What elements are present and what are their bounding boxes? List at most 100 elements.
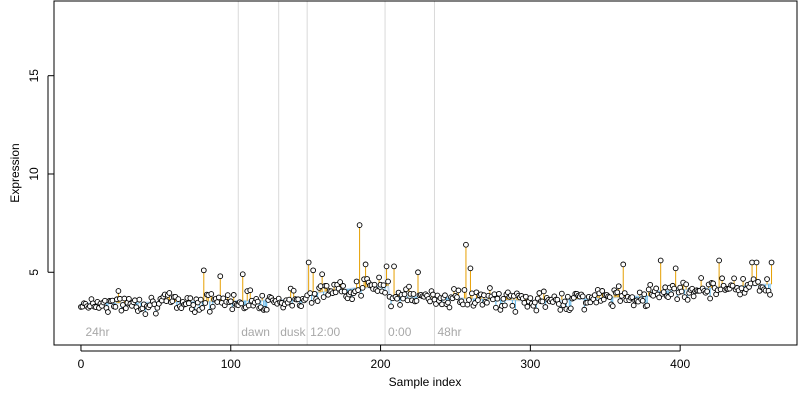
data-point	[385, 278, 391, 285]
annotation-label: dusk	[280, 325, 306, 339]
data-point	[690, 293, 697, 300]
data-point	[229, 306, 236, 313]
data-point	[466, 297, 472, 303]
data-point	[512, 309, 519, 315]
data-point	[484, 299, 490, 306]
data-point	[332, 289, 339, 296]
data-point	[163, 298, 170, 304]
data-point	[358, 292, 364, 299]
data-point	[295, 296, 302, 303]
data-point	[376, 274, 382, 281]
data-point	[247, 287, 254, 294]
data-point	[178, 305, 185, 311]
data-point	[668, 291, 675, 298]
data-point	[481, 292, 487, 299]
data-point	[190, 302, 197, 308]
data-point	[599, 288, 606, 294]
y-axis: 5 10 15	[27, 69, 54, 276]
data-point	[305, 259, 312, 266]
y-axis-label: Expression	[8, 143, 22, 202]
data-point	[380, 282, 387, 289]
data-point	[475, 297, 481, 303]
data-point	[286, 296, 293, 303]
data-point	[684, 296, 691, 303]
data-point	[371, 281, 378, 288]
data-point	[764, 276, 770, 282]
data-point	[469, 290, 475, 297]
data-point	[540, 288, 547, 295]
data-point	[555, 301, 562, 307]
data-point	[615, 283, 622, 290]
data-point	[442, 292, 448, 299]
data-point	[349, 296, 355, 303]
data-point	[153, 310, 159, 317]
data-point	[657, 257, 664, 264]
data-point	[391, 263, 397, 270]
y-tick-label: 15	[27, 69, 41, 83]
data-point	[606, 294, 613, 301]
data-point	[388, 303, 394, 310]
data-point	[105, 309, 111, 315]
data-point	[263, 306, 270, 313]
data-point	[413, 298, 420, 304]
data-point	[175, 296, 182, 302]
data-point	[187, 295, 194, 301]
data-point	[202, 300, 209, 306]
data-point	[115, 288, 122, 294]
data-point	[308, 300, 315, 306]
data-point	[446, 304, 453, 311]
data-point	[738, 285, 745, 292]
data-point	[704, 288, 710, 295]
data-point	[455, 287, 462, 294]
data-point	[142, 311, 149, 317]
y-tick-label: 5	[27, 269, 41, 276]
annotation-label: 24hr	[85, 325, 109, 339]
x-axis: 0 100 200 300 400	[78, 345, 690, 371]
data-point	[206, 308, 213, 315]
data-point	[683, 281, 689, 288]
data-point	[320, 294, 327, 300]
data-point	[644, 302, 651, 309]
data-point	[430, 291, 436, 298]
data-point	[359, 284, 366, 291]
data-point	[199, 305, 206, 311]
data-point	[768, 259, 775, 266]
data-point	[500, 295, 507, 302]
data-point	[674, 296, 681, 303]
data-point	[461, 287, 468, 293]
data-point	[660, 289, 667, 295]
data-point	[509, 302, 516, 309]
x-axis-label: Sample index	[389, 375, 462, 389]
data-point	[200, 267, 207, 274]
data-point	[533, 307, 540, 314]
data-point	[406, 283, 412, 290]
data-point	[753, 259, 760, 266]
data-point	[539, 298, 546, 305]
data-point	[410, 291, 417, 297]
data-point	[259, 292, 266, 299]
data-point	[230, 292, 237, 298]
data-point	[490, 296, 496, 303]
data-point	[227, 298, 234, 305]
data-point	[136, 296, 143, 303]
data-point	[340, 283, 346, 289]
data-point	[731, 275, 737, 282]
data-point	[208, 291, 215, 297]
data-point	[567, 305, 574, 312]
data-point	[319, 271, 325, 278]
data-point	[561, 298, 568, 305]
data-point	[494, 295, 501, 302]
data-point	[238, 300, 245, 307]
x-tick-label: 300	[520, 357, 540, 371]
data-point	[755, 278, 761, 285]
data-point	[217, 273, 224, 280]
plot-box	[53, 0, 798, 346]
data-point	[621, 290, 628, 296]
data-point	[716, 257, 722, 264]
data-point	[671, 285, 678, 292]
data-point	[647, 281, 654, 288]
data-point	[678, 288, 685, 295]
annotation-label: dawn	[241, 325, 270, 339]
data-point	[719, 275, 725, 282]
data-point	[729, 282, 736, 289]
